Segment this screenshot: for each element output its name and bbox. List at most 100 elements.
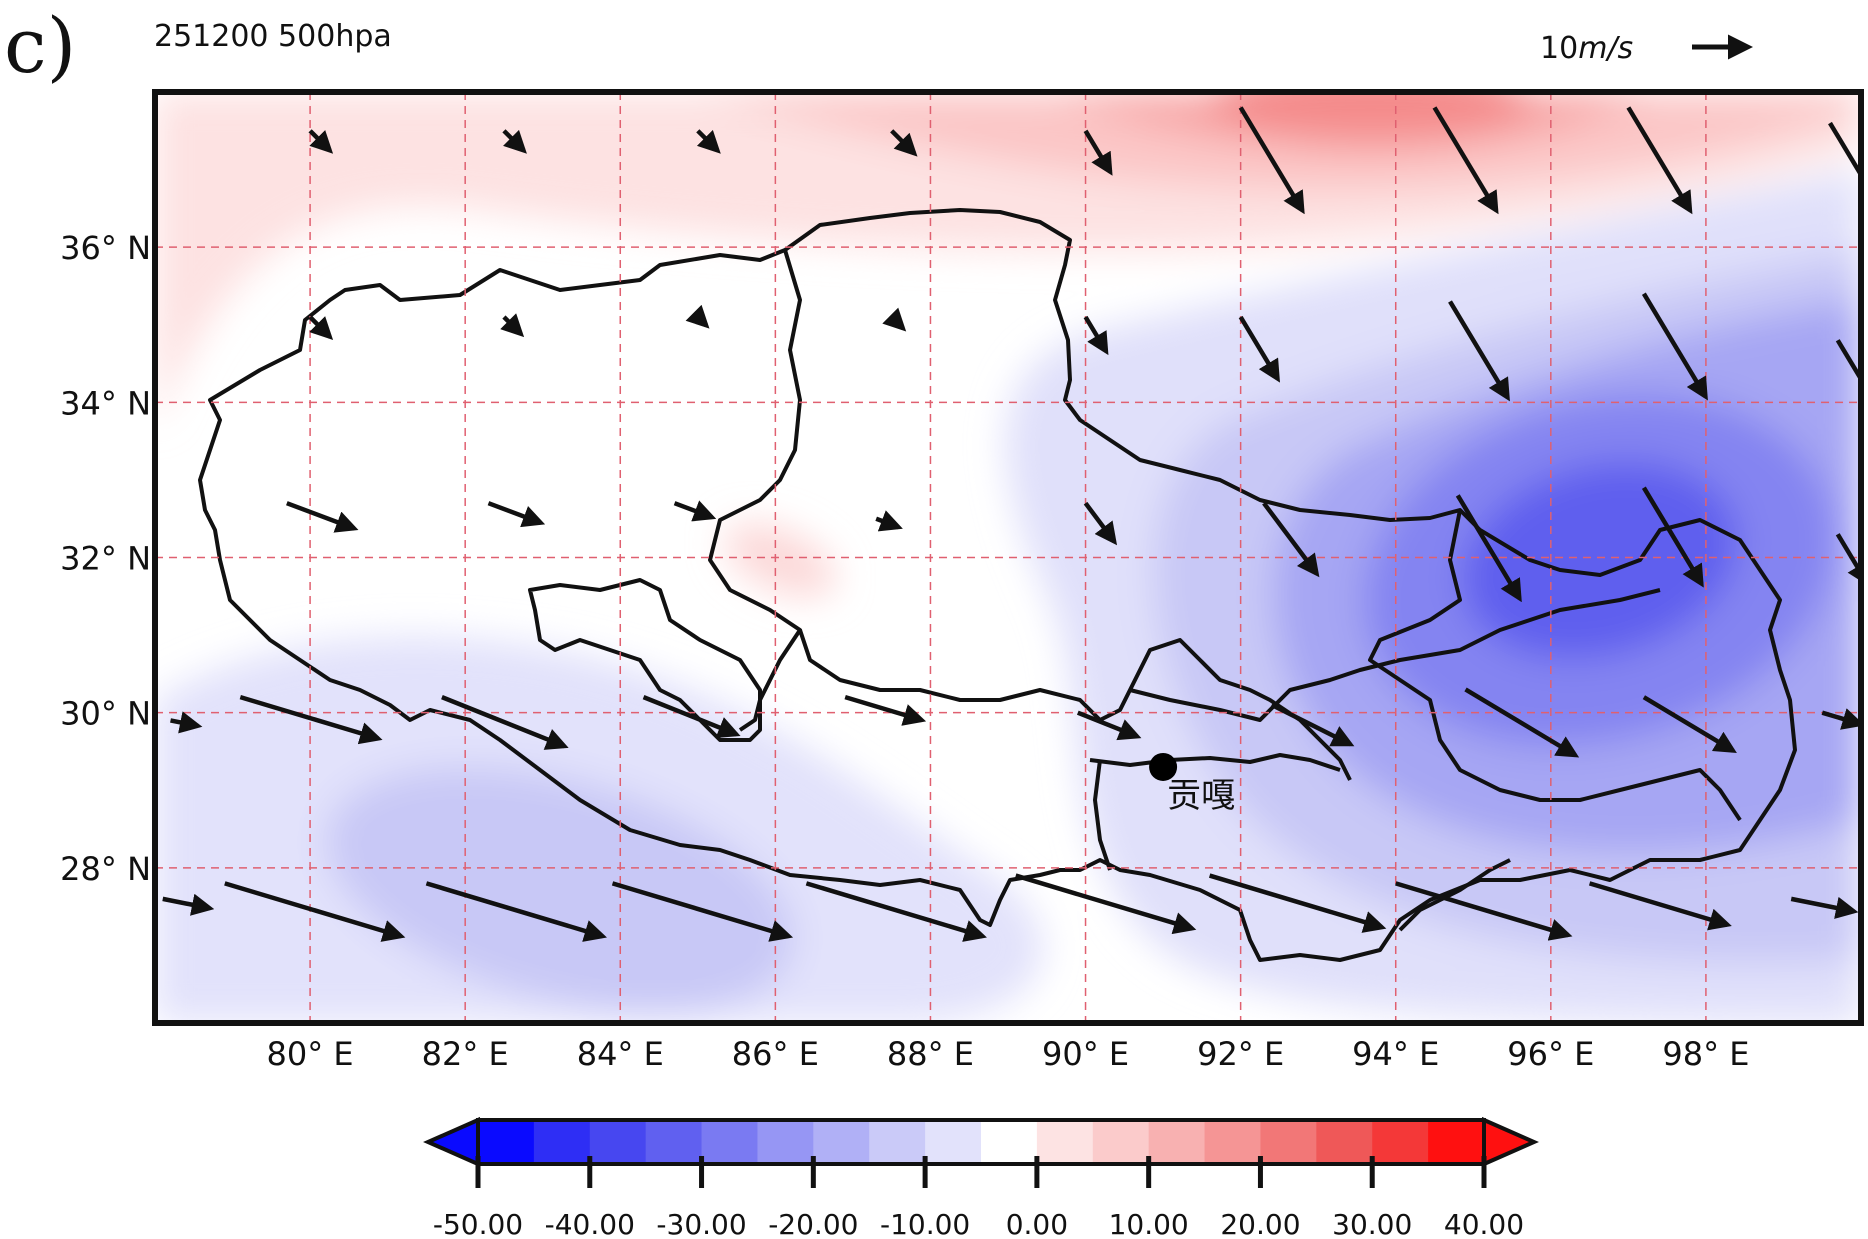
colorbar-min-extend: [423, 1116, 480, 1168]
province-boundary-8: [1398, 858, 1511, 932]
wind-vector: [1626, 106, 1693, 215]
wind-vector: [673, 500, 717, 522]
colorbar-tick-label: 40.00: [1444, 1208, 1524, 1239]
lon-tick-label: 98° E: [1662, 1035, 1749, 1073]
colorbar-bin: [869, 1120, 926, 1164]
colorbar-tick-label: -20.00: [768, 1208, 858, 1239]
colorbar-bin: [1428, 1120, 1485, 1164]
wind-vector: [1395, 881, 1573, 941]
lon-tick-label: 90° E: [1042, 1035, 1129, 1073]
wind-vector: [642, 695, 741, 739]
colorbar-bin: [1372, 1120, 1429, 1164]
map-plot-area: 贡嘎 80° E 82° E 84° E 86° E 88° E 90° E 92° E 94…: [60, 89, 1864, 1073]
wind-vector: [502, 129, 527, 154]
negative-anomaly-core: [1462, 461, 1738, 659]
station-label: 贡嘎: [1167, 776, 1235, 816]
colorbar: -50.00 -40.00 -30.00 -20.00 -10.00 0.00 10.00 2…: [423, 1116, 1539, 1239]
wind-scale-legend: 10m/s: [1540, 31, 1753, 66]
wind-vector: [1455, 494, 1522, 603]
station-marker: 贡嘎: [1149, 752, 1235, 816]
colorbar-tick-label: -10.00: [880, 1208, 970, 1239]
wind-vector: [1821, 708, 1861, 730]
lat-tick-label: 28° N: [60, 850, 151, 888]
colorbar-bin: [757, 1120, 814, 1164]
wind-scale-label: 10m/s: [1540, 31, 1633, 66]
province-boundary-2: [528, 578, 762, 742]
wind-vector: [1238, 315, 1280, 383]
colorbar-bin: [1204, 1120, 1262, 1164]
wind-vector: [844, 694, 927, 726]
wind-vector: [1262, 501, 1320, 578]
wind-vector: [882, 307, 907, 332]
colorbar-tick-label: 10.00: [1109, 1208, 1189, 1239]
wind-vector: [1015, 873, 1197, 935]
lon-tick-label: 82° E: [422, 1035, 509, 1073]
wind-vector: [239, 694, 383, 745]
wind-vector: [1588, 881, 1732, 931]
wind-vector: [487, 501, 546, 528]
wind-vector: [170, 711, 203, 734]
wind-vector: [425, 881, 607, 942]
lat-tick-label: 34° N: [60, 384, 151, 422]
colorbar-tick-label: -30.00: [656, 1208, 746, 1239]
wind-vector: [805, 881, 987, 942]
station-dot: [1149, 752, 1178, 781]
lon-tick-label: 88° E: [887, 1035, 974, 1073]
colorbar-bin: [925, 1120, 982, 1164]
axis-tick-labels: 80° E 82° E 84° E 86° E 88° E 90° E 92° E 94° E…: [60, 229, 1749, 1073]
graticule: [155, 92, 1861, 1023]
wind-vector: [696, 129, 721, 154]
lon-tick-label: 80° E: [267, 1035, 354, 1073]
wind-vector: [441, 695, 569, 750]
wind-vector: [611, 881, 794, 942]
colorbar-bin: [478, 1120, 535, 1164]
province-boundary-tibet: [708, 249, 802, 732]
wind-vector: [286, 501, 359, 533]
lon-tick-label: 84° E: [577, 1035, 664, 1073]
province-boundary-7: [1368, 509, 1742, 822]
colorbar-bin: [533, 1120, 591, 1164]
colorbar-bin: [1036, 1120, 1094, 1164]
colorbar-tick-label: -50.00: [433, 1208, 523, 1239]
lon-tick-label: 96° E: [1507, 1035, 1594, 1073]
wind-vector: [1208, 873, 1387, 933]
wind-vector: [308, 129, 334, 154]
colorbar-bin: [645, 1120, 703, 1164]
wind-vector: [1270, 702, 1355, 747]
colorbar-frame: [476, 1118, 1486, 1166]
province-boundary-6: [1093, 759, 1112, 871]
lat-tick-label: 30° N: [60, 695, 151, 733]
lat-tick-label: 36° N: [60, 229, 151, 267]
wind-vector: [224, 881, 406, 942]
wind-vector: [1083, 129, 1113, 176]
figure-title: 251200 500hpa: [154, 19, 392, 54]
map-frame: [152, 89, 1864, 1026]
wind-vector: [1083, 501, 1118, 546]
colorbar-tick-label: -40.00: [545, 1208, 635, 1239]
lon-tick-label: 86° E: [732, 1035, 819, 1073]
wind-vector: [1464, 687, 1580, 758]
wind-vector: [890, 129, 918, 157]
wind-vector: [685, 304, 710, 329]
wind-vector: [1076, 710, 1142, 741]
wind-vector: [1641, 292, 1708, 401]
wind-vector: [162, 893, 215, 916]
colorbar-bin: [1316, 1120, 1373, 1164]
colorbar-bin: [701, 1120, 759, 1164]
colorbar-tick-label: 0.00: [1006, 1208, 1068, 1239]
positive-anomaly-core: [1210, 92, 1530, 135]
wind-vector: [1448, 300, 1510, 402]
wind-vector: [1083, 315, 1109, 356]
wind-vector: [308, 315, 334, 340]
wind-vector: [1432, 106, 1499, 215]
wind-vectors: [162, 106, 1861, 942]
colorbar-tick-label: 30.00: [1332, 1208, 1412, 1239]
positive-anomaly-center: [724, 522, 836, 598]
wind-vector: [1641, 486, 1704, 588]
colorbar-bin: [1148, 1120, 1206, 1164]
wind-vector: [1238, 106, 1305, 215]
wind-vector: [1642, 695, 1737, 753]
colorbar-tick-label: 20.00: [1220, 1208, 1300, 1239]
panel-label: c): [4, 1, 76, 90]
